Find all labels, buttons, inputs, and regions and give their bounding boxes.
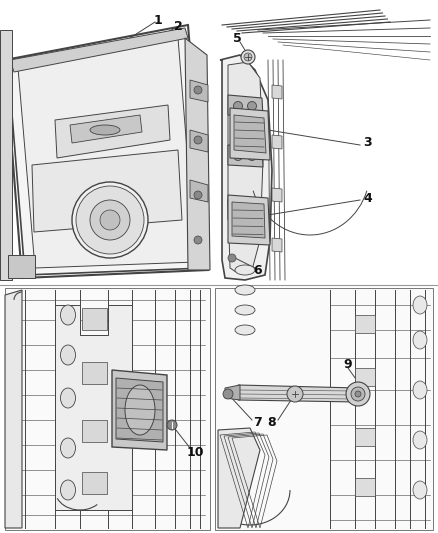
Polygon shape: [238, 385, 358, 402]
Polygon shape: [228, 95, 263, 117]
Polygon shape: [0, 30, 12, 280]
Text: 8: 8: [268, 416, 276, 430]
Polygon shape: [355, 368, 375, 386]
Ellipse shape: [235, 325, 255, 335]
Circle shape: [351, 387, 365, 401]
Polygon shape: [355, 315, 375, 333]
Polygon shape: [55, 305, 132, 510]
Ellipse shape: [60, 438, 75, 458]
Circle shape: [167, 420, 177, 430]
Circle shape: [241, 50, 255, 64]
Circle shape: [233, 151, 243, 160]
Circle shape: [90, 200, 130, 240]
Ellipse shape: [413, 431, 427, 449]
Polygon shape: [220, 55, 272, 280]
Polygon shape: [218, 428, 260, 528]
Ellipse shape: [235, 305, 255, 315]
Polygon shape: [215, 288, 433, 530]
Ellipse shape: [60, 305, 75, 325]
Polygon shape: [82, 472, 107, 494]
Polygon shape: [234, 115, 266, 153]
Circle shape: [194, 86, 202, 94]
Circle shape: [233, 206, 243, 215]
Polygon shape: [190, 80, 208, 102]
Circle shape: [346, 382, 370, 406]
Polygon shape: [8, 255, 35, 278]
Polygon shape: [55, 105, 170, 158]
Polygon shape: [10, 28, 188, 72]
Polygon shape: [185, 38, 210, 270]
Polygon shape: [5, 288, 210, 530]
Ellipse shape: [60, 388, 75, 408]
Circle shape: [100, 210, 120, 230]
Polygon shape: [5, 290, 22, 528]
Polygon shape: [8, 30, 205, 275]
Text: 2: 2: [173, 20, 182, 33]
Text: 10: 10: [186, 446, 204, 458]
Circle shape: [247, 151, 257, 160]
Ellipse shape: [90, 125, 120, 135]
Ellipse shape: [413, 331, 427, 349]
Polygon shape: [228, 200, 263, 222]
Text: 5: 5: [233, 33, 241, 45]
Polygon shape: [116, 378, 163, 442]
Polygon shape: [82, 362, 107, 384]
Circle shape: [72, 182, 148, 258]
Text: 3: 3: [364, 136, 372, 149]
Circle shape: [247, 206, 257, 215]
Circle shape: [76, 186, 144, 254]
Ellipse shape: [60, 345, 75, 365]
Text: 6: 6: [254, 263, 262, 277]
Polygon shape: [355, 428, 375, 446]
Circle shape: [194, 191, 202, 199]
Polygon shape: [272, 188, 282, 202]
Polygon shape: [32, 150, 182, 232]
Text: 1: 1: [154, 13, 162, 27]
Ellipse shape: [235, 265, 255, 275]
Circle shape: [194, 236, 202, 244]
Circle shape: [233, 101, 243, 110]
Circle shape: [223, 389, 233, 399]
Polygon shape: [355, 478, 375, 496]
Polygon shape: [18, 38, 196, 268]
Polygon shape: [190, 180, 208, 202]
Polygon shape: [272, 238, 282, 252]
Polygon shape: [230, 108, 270, 160]
Circle shape: [228, 254, 236, 262]
Polygon shape: [70, 115, 142, 143]
Ellipse shape: [125, 385, 155, 435]
Polygon shape: [232, 202, 265, 238]
Text: 4: 4: [364, 191, 372, 205]
Circle shape: [355, 391, 361, 397]
Ellipse shape: [413, 296, 427, 314]
Polygon shape: [225, 385, 240, 400]
Ellipse shape: [235, 285, 255, 295]
Circle shape: [244, 53, 252, 61]
Polygon shape: [228, 195, 270, 245]
Ellipse shape: [413, 381, 427, 399]
Polygon shape: [190, 130, 208, 152]
Polygon shape: [112, 370, 167, 450]
Text: 9: 9: [344, 359, 352, 372]
Polygon shape: [228, 145, 263, 167]
Polygon shape: [82, 420, 107, 442]
Text: 7: 7: [254, 416, 262, 430]
Polygon shape: [228, 62, 263, 272]
Circle shape: [194, 136, 202, 144]
Circle shape: [287, 386, 303, 402]
Polygon shape: [272, 85, 282, 99]
Ellipse shape: [413, 481, 427, 499]
Ellipse shape: [60, 480, 75, 500]
Circle shape: [247, 101, 257, 110]
Polygon shape: [82, 308, 107, 330]
Polygon shape: [272, 135, 282, 149]
